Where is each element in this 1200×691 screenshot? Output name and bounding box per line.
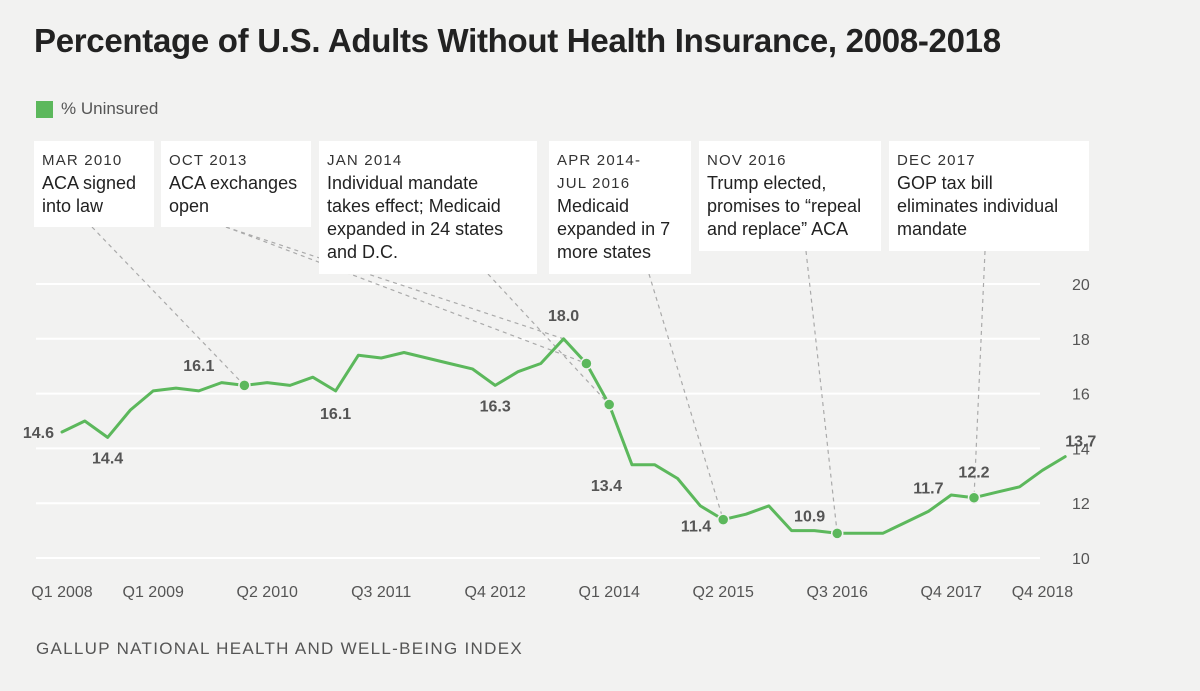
event-point-marker — [830, 527, 844, 540]
data-label: 14.4 — [92, 450, 123, 467]
annotation-text: ACA exchanges open — [169, 173, 298, 216]
y-tick-label: 16 — [1072, 387, 1090, 404]
data-label: 14.6 — [23, 425, 54, 442]
annotation-date: APR 2014- JUL 2016 — [557, 152, 642, 192]
annotation-text: Individual mandate takes effect; Medicai… — [327, 173, 504, 262]
x-tick-label: Q4 2018 — [1012, 584, 1073, 601]
event-point-marker — [716, 513, 730, 526]
annotation-leader-line — [91, 226, 245, 386]
annotation-leader-line — [487, 273, 610, 405]
x-tick-label: Q1 2008 — [31, 584, 92, 601]
data-label: 11.4 — [681, 519, 711, 536]
annotation-medicaid-expansion: APR 2014- JUL 2016 Medicaid expanded in … — [549, 141, 691, 274]
annotation-leader-line — [225, 226, 564, 340]
y-tick-label: 20 — [1072, 277, 1090, 294]
data-label: 13.4 — [591, 478, 622, 495]
data-label: 18.0 — [548, 308, 579, 325]
annotation-individual-mandate: JAN 2014 Individual mandate takes effect… — [319, 141, 537, 274]
annotation-leader-line — [805, 250, 838, 534]
annotation-gop-tax-bill: DEC 2017 GOP tax bill eliminates individ… — [889, 141, 1089, 251]
y-tick-label: 14 — [1072, 441, 1090, 458]
data-label: 16.1 — [320, 406, 351, 423]
y-tick-label: 12 — [1072, 496, 1090, 513]
annotation-trump-elected: NOV 2016 Trump elected, promises to “rep… — [699, 141, 881, 251]
data-label: 13.7 — [1065, 434, 1096, 451]
legend: % Uninsured — [36, 99, 158, 119]
source-note: GALLUP NATIONAL HEALTH AND WELL-BEING IN… — [36, 639, 523, 658]
series-line-uninsured — [60, 337, 1067, 535]
x-tick-label: Q3 2016 — [807, 584, 868, 601]
x-tick-label: Q4 2012 — [465, 584, 526, 601]
annotation-text: GOP tax bill eliminates individual manda… — [897, 173, 1059, 239]
annotation-text: Medicaid expanded in 7 more states — [557, 196, 671, 262]
chart-title: Percentage of U.S. Adults Without Health… — [34, 22, 1001, 59]
annotation-text: Trump elected, promises to “repeal and r… — [707, 173, 862, 239]
event-point-marker — [967, 491, 981, 504]
annotation-date: OCT 2013 — [169, 152, 248, 169]
x-tick-label: Q1 2014 — [579, 584, 640, 601]
data-label: 12.2 — [958, 465, 989, 482]
data-label: 10.9 — [794, 508, 825, 525]
annotation-text: ACA signed into law — [42, 173, 137, 216]
annotation-date: MAR 2010 — [42, 152, 123, 169]
annotation-leader-line — [973, 250, 986, 498]
x-tick-label: Q2 2010 — [237, 584, 298, 601]
data-label: 16.3 — [480, 398, 511, 415]
annotation-aca-exchanges: OCT 2013 ACA exchanges open — [161, 141, 311, 227]
x-tick-label: Q2 2015 — [693, 584, 754, 601]
y-tick-label: 18 — [1072, 332, 1090, 349]
legend-swatch — [36, 100, 53, 118]
annotation-date: NOV 2016 — [707, 152, 787, 169]
event-point-marker — [602, 398, 616, 411]
data-label: 11.7 — [913, 480, 943, 497]
y-tick-label: 10 — [1072, 551, 1090, 568]
event-point-marker — [580, 357, 593, 370]
x-tick-label: Q1 2009 — [123, 584, 184, 601]
legend-label: % Uninsured — [61, 99, 159, 118]
x-tick-label: Q4 2017 — [921, 584, 982, 601]
annotation-aca-signed: MAR 2010 ACA signed into law — [34, 141, 154, 227]
annotation-date: JAN 2014 — [327, 152, 403, 169]
annotation-leader-line — [648, 273, 724, 520]
annotation-date: DEC 2017 — [897, 152, 976, 169]
annotation-leader-line — [225, 226, 587, 365]
x-tick-label: Q3 2011 — [351, 584, 411, 601]
data-label: 16.1 — [183, 358, 214, 375]
event-point-marker — [238, 379, 251, 392]
